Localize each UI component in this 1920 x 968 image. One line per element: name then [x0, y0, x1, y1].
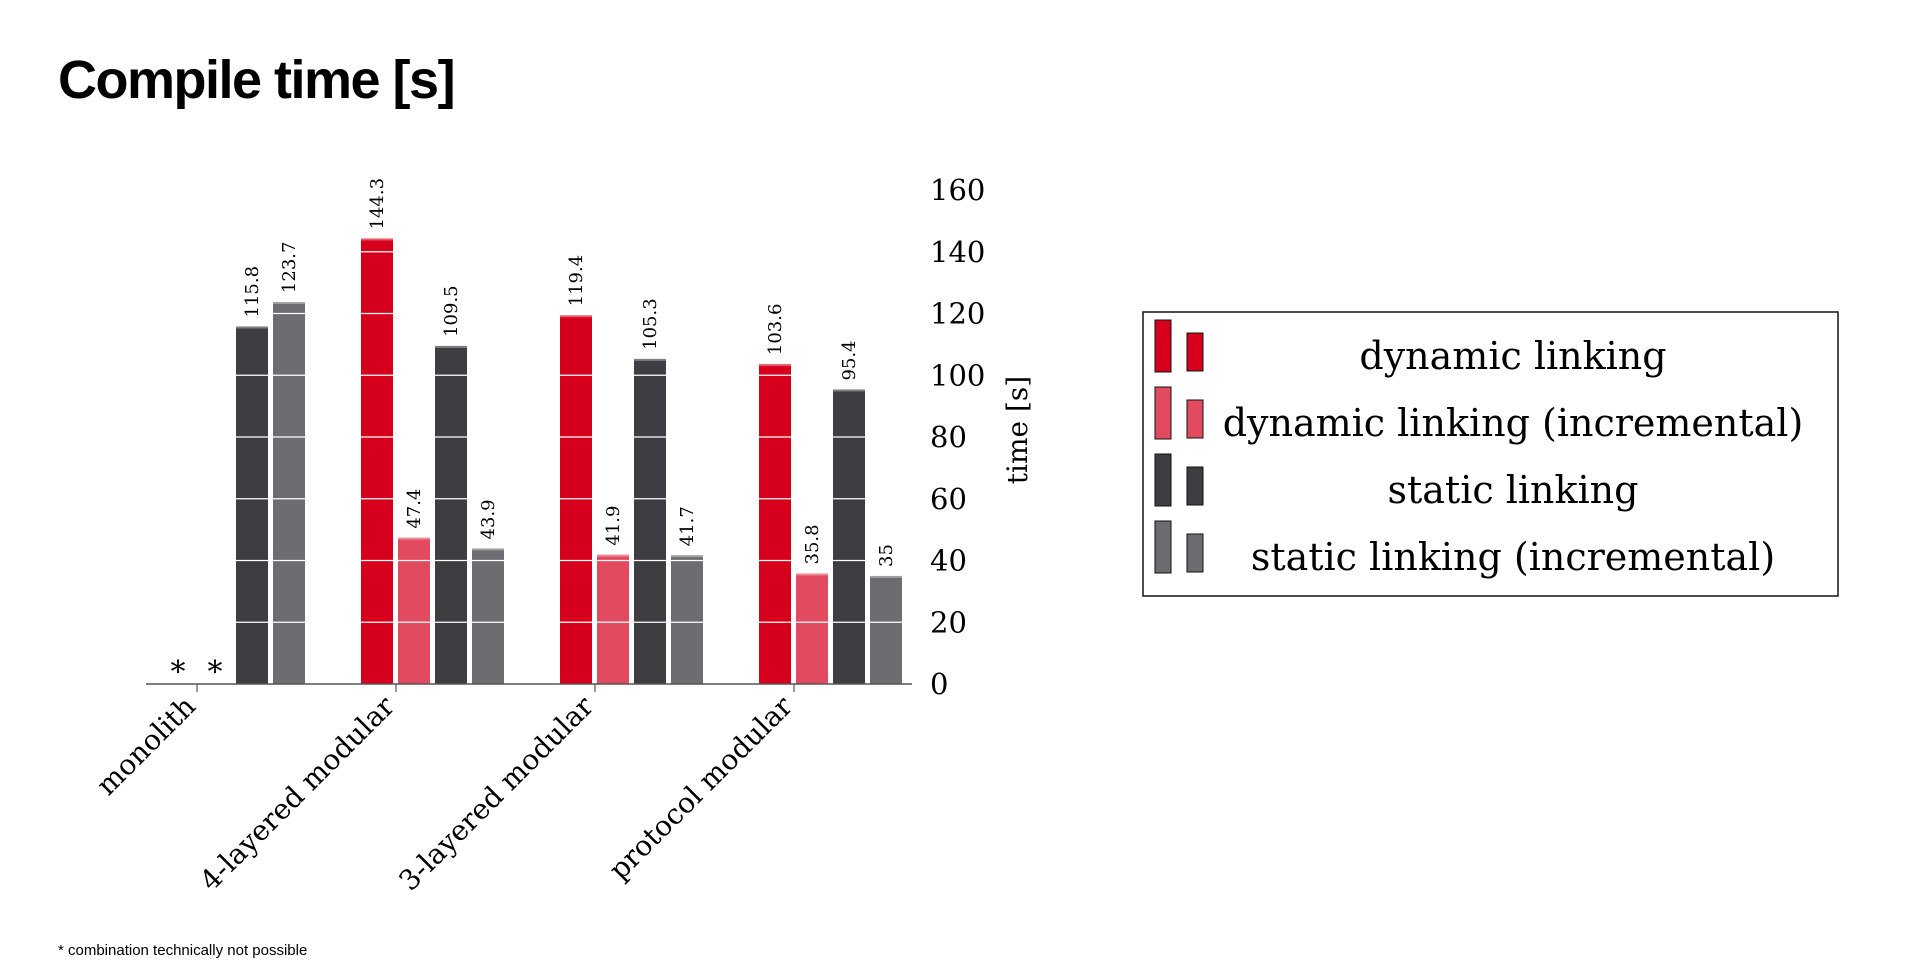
bar-top-edge — [398, 537, 430, 540]
value-labels: * * 115.8 123.7 144.3 47.4 109.5 43.9 119.4 41.9 1… — [171, 178, 898, 690]
bar-0-2 — [236, 326, 268, 684]
legend-label: static linking — [1388, 468, 1639, 512]
y-tick-label: 40 — [930, 544, 967, 578]
value-label: 103.6 — [765, 304, 786, 356]
value-label: 43.9 — [478, 499, 499, 539]
missing-value-marker: * — [208, 655, 223, 690]
bar-2-3 — [671, 555, 703, 684]
bar-top-edge — [435, 345, 467, 348]
bar-top-edge — [273, 302, 305, 305]
value-label: 144.3 — [367, 178, 388, 230]
grid-layer — [236, 251, 902, 623]
page-title: Compile time [s] — [58, 50, 456, 110]
bar-top-edge — [560, 315, 592, 318]
legend-swatch-small — [1186, 399, 1204, 439]
missing-value-marker: * — [171, 655, 186, 690]
bar-3-1 — [796, 573, 828, 684]
value-label: 35.8 — [802, 524, 823, 564]
y-tick-label: 60 — [930, 482, 967, 516]
legend-label: dynamic linking (incremental) — [1223, 401, 1804, 445]
legend: dynamic linking dynamic linking (incremen… — [1142, 311, 1839, 597]
y-tick-label: 80 — [930, 420, 967, 454]
bar-top-edge — [361, 238, 393, 241]
y-tick-label: 100 — [930, 358, 985, 392]
legend-label: static linking (incremental) — [1251, 535, 1775, 579]
x-tick-label: protocol modular — [602, 689, 799, 886]
legend-swatch-large — [1154, 319, 1172, 373]
bars-layer — [236, 238, 902, 684]
legend-swatch-small — [1186, 332, 1204, 372]
bar-3-2 — [833, 389, 865, 684]
x-tick-label: monolith — [90, 690, 202, 802]
value-label: 119.4 — [566, 255, 587, 307]
value-label: 115.8 — [242, 266, 263, 318]
bar-top-edge — [671, 555, 703, 558]
legend-swatch-large — [1154, 453, 1172, 507]
bar-1-0 — [361, 238, 393, 684]
legend-label: dynamic linking — [1359, 334, 1666, 378]
bar-top-edge — [634, 358, 666, 361]
value-label: 105.3 — [640, 298, 661, 350]
value-label: 41.9 — [603, 506, 624, 546]
value-label: 109.5 — [441, 285, 462, 337]
y-tick-label: 120 — [930, 297, 985, 331]
bar-top-edge — [870, 575, 902, 578]
bar-top-edge — [236, 326, 268, 329]
value-label: 123.7 — [279, 242, 300, 294]
legend-box — [1142, 311, 1839, 597]
bar-2-0 — [560, 315, 592, 684]
y-tick-label: 160 — [930, 173, 985, 207]
bar-2-2 — [634, 358, 666, 684]
bar-top-edge — [796, 573, 828, 576]
x-tick-label: 3-layered modular — [392, 689, 600, 897]
value-label: 47.4 — [404, 489, 425, 529]
bar-top-edge — [472, 548, 504, 551]
bar-2-1 — [597, 554, 629, 684]
y-tick-label: 20 — [930, 605, 967, 639]
bar-3-3 — [870, 575, 902, 684]
bar-1-2 — [435, 345, 467, 684]
bar-top-edge — [759, 364, 791, 367]
bar-top-edge — [833, 389, 865, 392]
bar-0-3 — [273, 302, 305, 684]
bar-1-1 — [398, 537, 430, 684]
value-label: 95.4 — [839, 340, 860, 380]
y-axis-label: time [s] — [1001, 376, 1034, 484]
x-tick-label: 4-layered modular — [193, 689, 401, 897]
value-label: 41.7 — [677, 506, 698, 546]
y-tick-label: 140 — [930, 235, 985, 269]
y-tick-label: 0 — [930, 667, 948, 701]
legend-swatch-large — [1154, 386, 1172, 440]
bar-3-0 — [759, 364, 791, 684]
bar-1-3 — [472, 548, 504, 684]
legend-swatch-small — [1186, 533, 1204, 573]
value-label: 35 — [876, 544, 897, 567]
legend-swatch-small — [1186, 466, 1204, 506]
footnote: * combination technically not possible — [58, 942, 308, 959]
bar-top-edge — [597, 554, 629, 557]
legend-swatch-large — [1154, 520, 1172, 574]
